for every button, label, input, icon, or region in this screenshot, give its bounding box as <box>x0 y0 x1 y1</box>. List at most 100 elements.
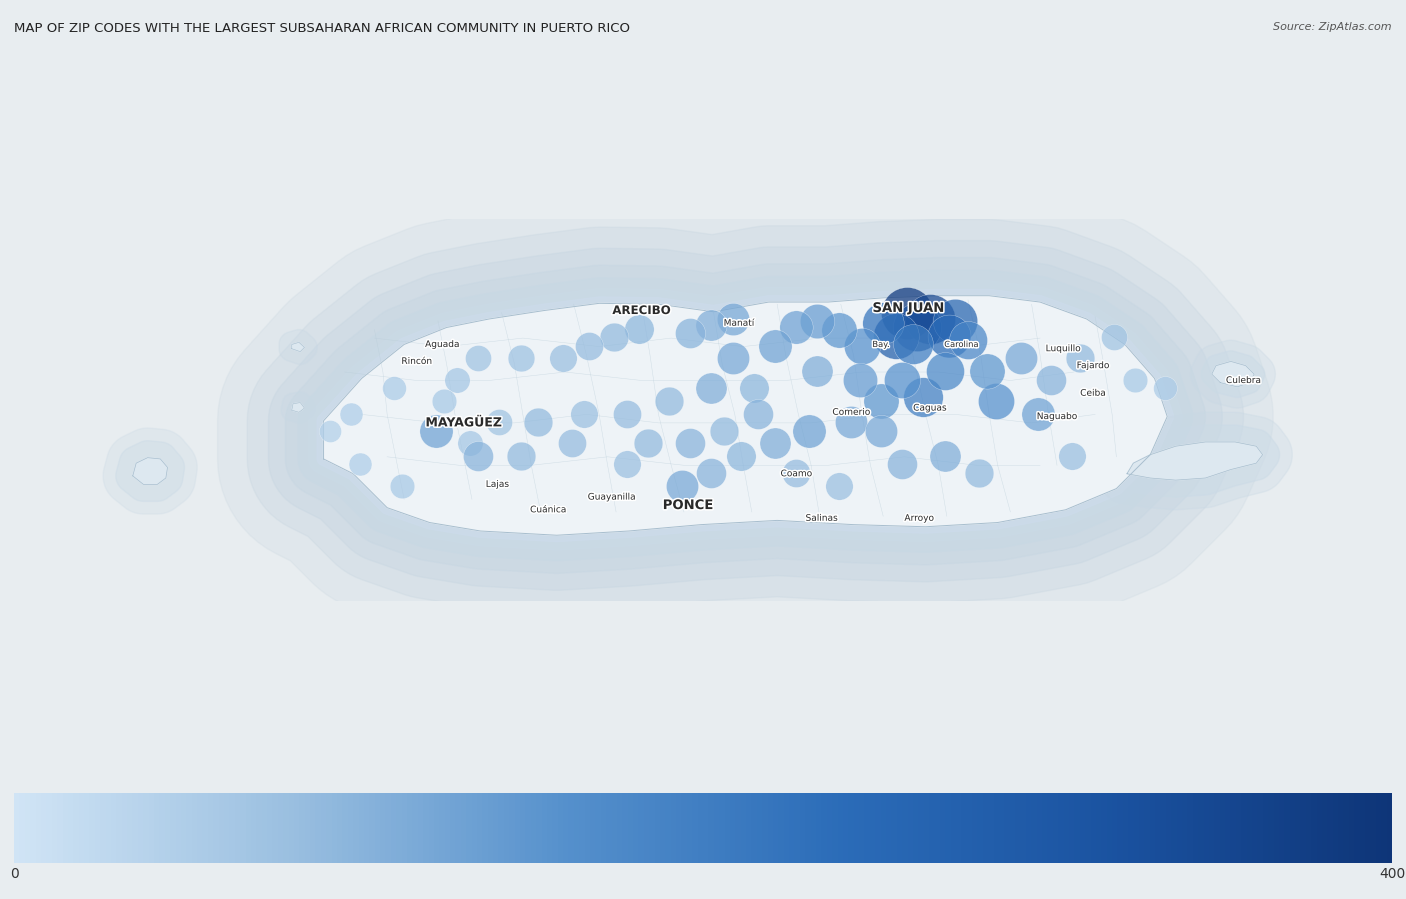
Point <box>1125 372 1147 387</box>
Point <box>526 414 548 429</box>
Point <box>1039 372 1062 387</box>
Polygon shape <box>292 403 305 413</box>
Point <box>1069 352 1091 366</box>
Point <box>679 325 702 340</box>
Polygon shape <box>103 428 197 514</box>
Point <box>458 436 481 450</box>
Point <box>747 406 769 421</box>
Polygon shape <box>298 271 1192 561</box>
Point <box>721 352 744 366</box>
Point <box>849 372 872 387</box>
Polygon shape <box>1212 361 1254 387</box>
Point <box>1154 381 1177 396</box>
Text: MAP OF ZIP CODES WITH THE LARGEST SUBSAHARAN AFRICAN COMMUNITY IN PUERTO RICO: MAP OF ZIP CODES WITH THE LARGEST SUBSAH… <box>14 22 630 35</box>
Polygon shape <box>218 190 1272 641</box>
Point <box>984 394 1007 408</box>
Point <box>763 436 786 450</box>
Text: Source: ZipAtlas.com: Source: ZipAtlas.com <box>1274 22 1392 32</box>
Point <box>918 312 941 326</box>
Point <box>488 414 510 429</box>
Text: Rincón: Rincón <box>401 357 432 366</box>
Text: Cuánica: Cuánica <box>530 505 567 514</box>
Text: Coamo: Coamo <box>780 469 813 478</box>
Point <box>870 394 893 408</box>
Point <box>671 478 693 493</box>
Polygon shape <box>323 296 1167 535</box>
Text: MAYAGÜEZ: MAYAGÜEZ <box>426 416 502 430</box>
Polygon shape <box>1128 442 1263 480</box>
Text: Arroyo: Arroyo <box>904 514 934 523</box>
Point <box>721 312 744 326</box>
Point <box>1010 352 1032 366</box>
Polygon shape <box>115 441 184 502</box>
Text: Culebra: Culebra <box>1226 376 1261 385</box>
Point <box>827 323 849 337</box>
Point <box>658 394 681 408</box>
Point <box>574 406 596 421</box>
Point <box>841 414 863 429</box>
Text: Lajas: Lajas <box>485 480 509 489</box>
Polygon shape <box>281 392 315 423</box>
Polygon shape <box>269 241 1222 591</box>
Point <box>967 466 990 480</box>
Point <box>934 449 956 463</box>
Point <box>976 364 998 378</box>
Point <box>912 389 935 404</box>
Point <box>319 423 342 438</box>
Point <box>349 458 371 472</box>
Point <box>891 372 914 387</box>
Point <box>700 381 723 396</box>
Point <box>467 352 489 366</box>
Point <box>763 339 786 353</box>
Polygon shape <box>247 219 1243 611</box>
Text: Salinas: Salinas <box>806 514 838 523</box>
Point <box>391 478 413 493</box>
Text: Fajardo: Fajardo <box>1077 361 1109 370</box>
Point <box>578 339 600 353</box>
Point <box>730 449 752 463</box>
Polygon shape <box>285 257 1205 574</box>
Point <box>433 394 456 408</box>
Point <box>851 339 873 353</box>
Polygon shape <box>1109 425 1279 497</box>
Point <box>700 317 723 332</box>
Point <box>872 316 894 331</box>
Text: SAN JUAN: SAN JUAN <box>873 302 945 315</box>
Point <box>956 333 979 347</box>
Point <box>616 406 638 421</box>
Text: Manatí: Manatí <box>724 319 755 328</box>
Text: Luquillo: Luquillo <box>1046 344 1081 353</box>
Point <box>896 306 918 320</box>
Point <box>870 423 893 438</box>
Point <box>891 458 914 472</box>
Text: Naguabo: Naguabo <box>1036 412 1077 421</box>
Point <box>628 322 651 336</box>
Point <box>637 436 659 450</box>
Text: Comerio: Comerio <box>832 408 870 417</box>
Polygon shape <box>132 458 167 485</box>
Text: Bay.: Bay. <box>872 340 890 349</box>
Point <box>700 466 723 480</box>
Point <box>340 406 363 421</box>
Text: Caguas: Caguas <box>912 404 946 413</box>
Point <box>938 329 960 343</box>
Point <box>446 372 468 387</box>
Point <box>806 314 828 328</box>
Point <box>509 352 531 366</box>
Point <box>713 423 735 438</box>
Point <box>827 478 849 493</box>
Point <box>901 337 924 352</box>
Point <box>884 329 907 343</box>
Point <box>467 449 489 463</box>
Text: Guayanilla: Guayanilla <box>588 493 636 502</box>
Polygon shape <box>1191 340 1275 408</box>
Point <box>905 320 928 334</box>
Point <box>551 352 574 366</box>
Point <box>425 423 447 438</box>
Point <box>1026 406 1049 421</box>
Polygon shape <box>1097 413 1292 510</box>
Point <box>603 330 626 344</box>
Point <box>934 364 956 378</box>
Polygon shape <box>1201 351 1265 397</box>
Polygon shape <box>318 289 1174 541</box>
